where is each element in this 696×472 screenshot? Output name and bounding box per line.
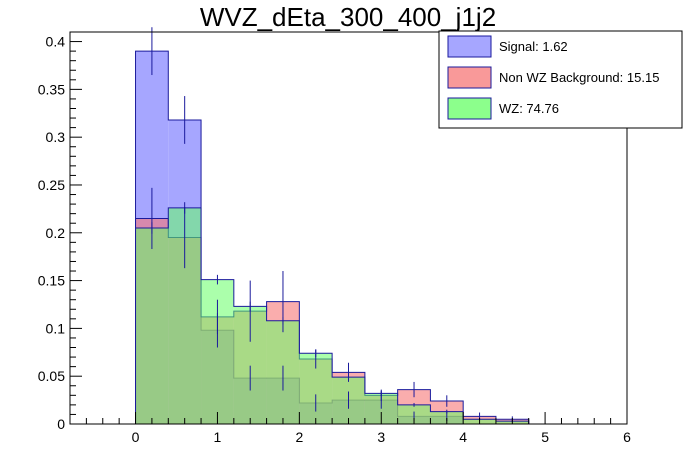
x-tick-label: 6 <box>623 429 631 445</box>
x-tick-label: 0 <box>132 429 140 445</box>
wz-bar <box>135 228 169 424</box>
legend-label-wz: WZ: 74.76 <box>499 101 559 116</box>
y-tick-label: 0.25 <box>38 177 65 193</box>
axis-layer: 0 1 2 3 4 5 6 0 0.05 0.1 0.15 0.2 0.25 0.3 0.35 0.4 <box>38 31 631 445</box>
y-tick-label: 0.4 <box>46 34 66 50</box>
x-tick-label: 2 <box>295 429 303 445</box>
legend-swatch-non-wz-background <box>447 66 492 89</box>
y-tick-label: 0.15 <box>38 273 65 289</box>
y-tick-label: 0.2 <box>46 225 66 241</box>
y-tick-label: 0 <box>57 416 65 432</box>
legend-label-non-wz-background: Non WZ Background: 15.15 <box>499 70 659 85</box>
y-tick-label: 0.1 <box>46 320 66 336</box>
x-tick-label: 4 <box>459 429 467 445</box>
x-tick-label: 1 <box>214 429 222 445</box>
legend-label-signal: Signal: 1.62 <box>499 39 568 54</box>
legend-swatch-signal <box>447 35 492 58</box>
y-tick-label: 0.05 <box>38 368 65 384</box>
legend: Signal: 1.62 Non WZ Background: 15.15 WZ: … <box>438 30 683 129</box>
chart-title: WVZ_dEta_300_400_j1j2 <box>200 2 496 32</box>
x-tick-label: 3 <box>377 429 385 445</box>
x-tick-label: 5 <box>541 429 549 445</box>
y-tick-label: 0.3 <box>46 129 66 145</box>
wz-error-bars <box>151 202 513 423</box>
y-tick-label: 0.35 <box>38 81 65 97</box>
legend-swatch-wz <box>447 97 492 120</box>
